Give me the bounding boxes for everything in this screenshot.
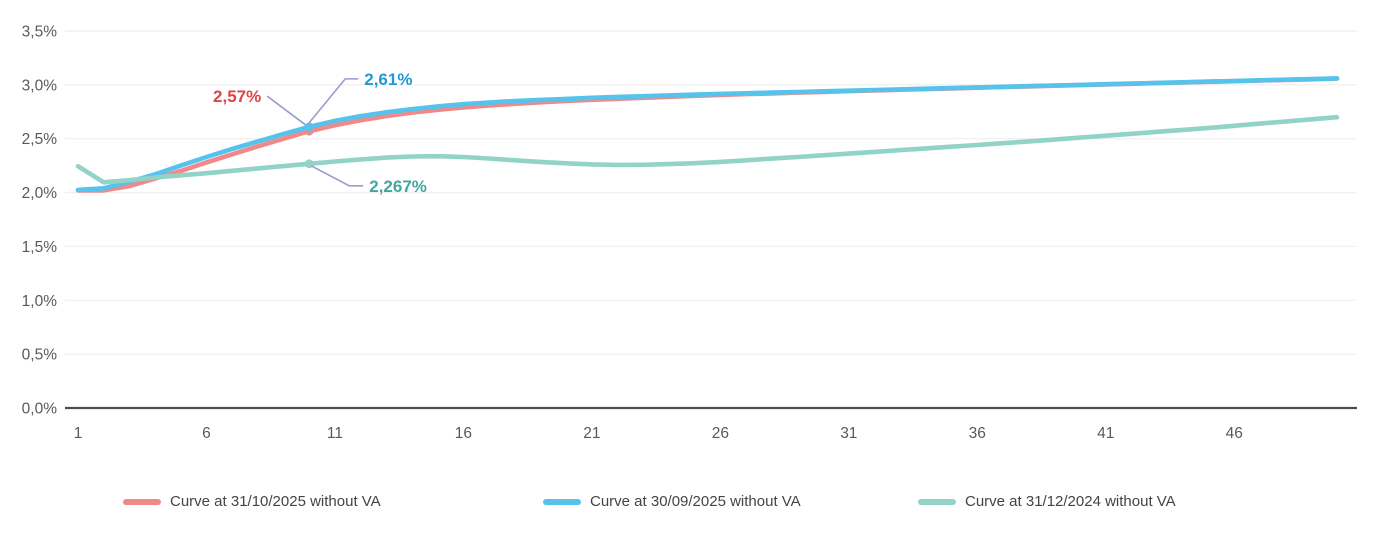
data-label-2267: 2,267% [369, 177, 427, 196]
y-axis-tick-label: 3,0% [22, 77, 58, 94]
y-axis-tick-label: 1,5% [22, 239, 58, 256]
data-label-261: 2,61% [364, 70, 412, 89]
y-axis-tick-label: 0,0% [22, 401, 58, 418]
x-axis-tick-label: 41 [1097, 425, 1114, 442]
legend-swatch-teal-icon [918, 498, 956, 505]
x-axis-tick-label: 11 [327, 425, 343, 442]
series-line-curve-at-31-12-2024-without-va [75, 114, 1340, 185]
x-axis-tick-label: 36 [969, 425, 986, 442]
legend-item-curve-31-12-2024: Curve at 31/12/2024 without VA [918, 493, 1176, 510]
x-axis-tick-label: 16 [455, 425, 472, 442]
y-axis-tick-label: 2,5% [22, 131, 58, 148]
y-axis-tick-label: 3,5% [22, 24, 58, 41]
legend-label-curve-30-09-2025: Curve at 30/09/2025 without VA [590, 493, 801, 510]
data-label-257: 2,57% [213, 87, 261, 106]
legend-swatch-blue-icon [543, 498, 581, 505]
x-axis-tick-label: 31 [840, 425, 857, 442]
legend-item-curve-31-10-2025: Curve at 31/10/2025 without VA [123, 493, 381, 510]
legend-swatch-red-icon [123, 498, 161, 505]
x-axis-tick-label: 46 [1226, 425, 1243, 442]
callout-leader-line [307, 78, 359, 125]
y-axis-tick-label: 2,0% [22, 185, 58, 202]
legend-label-curve-31-12-2024: Curve at 31/12/2024 without VA [965, 493, 1176, 510]
x-axis-tick-label: 6 [202, 425, 211, 442]
y-axis-tick-label: 0,5% [22, 347, 58, 364]
series-line-curve-at-30-09-2025-without-va [75, 76, 1340, 193]
yield-curve-chart: 0,0%0,5%1,0%1,5%2,0%2,5%3,0%3,5%1 6 11 16 21… [22, 24, 1357, 442]
legend-item-curve-30-09-2025: Curve at 30/09/2025 without VA [543, 493, 801, 510]
x-axis-tick-label: 21 [583, 425, 600, 442]
callout-leader-line [266, 95, 308, 127]
x-axis-tick-label: 26 [712, 425, 729, 442]
legend-label-curve-31-10-2025: Curve at 31/10/2025 without VA [170, 493, 381, 510]
data-point-marker [304, 122, 314, 132]
callout-leader-line [310, 165, 364, 187]
x-axis-tick-label: 1 [74, 425, 83, 442]
y-axis-tick-label: 1,0% [22, 293, 58, 310]
